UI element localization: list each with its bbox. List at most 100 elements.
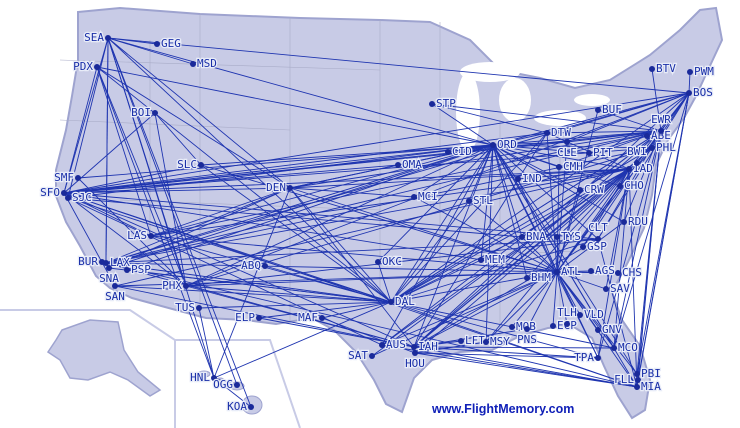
airport-phl[interactable]: PHL <box>649 140 677 155</box>
airport-dot <box>634 160 640 166</box>
airport-sjc[interactable]: SJC <box>65 190 93 205</box>
airport-bur[interactable]: BUR <box>77 254 105 269</box>
route-mci-atl <box>413 196 558 273</box>
airport-vld[interactable]: VLD <box>577 307 605 322</box>
airport-den[interactable]: DEN <box>265 180 293 195</box>
airport-bhm[interactable]: BHM <box>524 270 552 285</box>
airport-geg[interactable]: GEG <box>154 36 182 51</box>
airport-san[interactable]: SAN <box>104 283 126 304</box>
airport-chs[interactable]: CHS <box>615 265 643 280</box>
airport-code-label: SAN <box>105 290 125 303</box>
airport-smf[interactable]: SMF <box>53 170 81 185</box>
airport-mci[interactable]: MCI <box>411 189 439 204</box>
airport-dot <box>369 353 375 359</box>
airport-okc[interactable]: OKC <box>375 254 403 269</box>
airport-ogg[interactable]: OGG <box>212 377 240 392</box>
airport-bna[interactable]: BNA <box>519 229 547 244</box>
airport-dot <box>580 244 586 250</box>
airport-pwm[interactable]: PWM <box>687 64 715 79</box>
airport-tpa[interactable]: TPA <box>573 350 601 365</box>
airport-bwi[interactable]: BWI <box>626 144 648 166</box>
airport-ags[interactable]: AGS <box>588 263 616 278</box>
airport-sfo[interactable]: SFO <box>39 185 67 200</box>
airport-dot <box>586 150 592 156</box>
airport-atl[interactable]: ATL <box>554 264 582 279</box>
airport-cid[interactable]: CID <box>445 144 473 159</box>
airport-tys[interactable]: TYS <box>554 229 582 244</box>
airport-mia[interactable]: MIA <box>634 379 662 394</box>
route-ewr-cmh <box>558 130 662 168</box>
airport-phx[interactable]: PHX <box>161 278 189 293</box>
airport-slc[interactable]: SLC <box>176 157 204 172</box>
route-psp-dal <box>126 269 392 303</box>
airport-cho[interactable]: CHO <box>617 178 645 193</box>
airport-sav[interactable]: SAV <box>603 281 631 296</box>
airport-pbi[interactable]: PBI <box>634 366 662 381</box>
airport-psp[interactable]: PSP <box>124 262 152 277</box>
airport-mco[interactable]: MCO <box>611 340 639 355</box>
airport-cmh[interactable]: CMH <box>556 159 584 174</box>
airport-bos[interactable]: BOS <box>686 85 714 100</box>
airport-pit[interactable]: PIT <box>586 145 614 160</box>
flightmemory-credit-link[interactable]: www.FlightMemory.com <box>432 402 575 416</box>
route-sjc-dal <box>67 197 392 303</box>
airport-hou[interactable]: HOU <box>404 350 426 371</box>
route-bna-ord <box>492 144 523 238</box>
airport-ind[interactable]: IND <box>515 171 543 186</box>
airport-btv[interactable]: BTV <box>649 61 677 76</box>
airport-stp[interactable]: STP <box>429 96 457 111</box>
airport-dtw[interactable]: DTW <box>544 125 572 140</box>
airport-tus[interactable]: TUS <box>174 300 202 315</box>
route-hou-tpa <box>414 352 599 359</box>
airport-msd[interactable]: MSD <box>190 56 218 71</box>
airport-las[interactable]: LAS <box>126 228 154 243</box>
airport-code-label: FLL <box>614 373 634 386</box>
route-tys-iad <box>556 168 630 238</box>
airport-clt[interactable]: CLT <box>587 220 610 242</box>
airport-code-label: ABE <box>651 129 671 142</box>
airport-dot <box>595 107 601 113</box>
airport-lax[interactable]: LAX <box>103 255 131 270</box>
airport-oma[interactable]: OMA <box>395 157 423 172</box>
airport-ord[interactable]: ORD <box>490 137 518 152</box>
route-stp-ord <box>431 103 494 146</box>
airport-abe[interactable]: ABE <box>644 128 672 143</box>
airport-gsp[interactable]: GSP <box>580 239 608 254</box>
airport-dot <box>554 269 560 275</box>
route-dal-hnl <box>213 301 392 379</box>
airport-pdx[interactable]: PDX <box>72 59 100 74</box>
airport-boi[interactable]: BOI <box>130 105 158 120</box>
airport-maf[interactable]: MAF <box>297 310 325 325</box>
route-mia-ewr <box>636 130 662 388</box>
airport-tlh[interactable]: TLH <box>556 305 578 327</box>
airport-gnv[interactable]: GNV <box>595 322 623 337</box>
airport-sea[interactable]: SEA <box>83 30 111 45</box>
airport-elp[interactable]: ELP <box>234 310 262 325</box>
airport-crw[interactable]: CRW <box>577 182 605 197</box>
airport-dal[interactable]: DAL <box>388 294 416 309</box>
route-lax-clt <box>105 238 599 264</box>
airport-lft[interactable]: LFT <box>458 333 486 348</box>
airport-msy[interactable]: MSY <box>483 334 511 349</box>
airport-cle[interactable]: CLE <box>556 139 578 160</box>
airport-dot <box>626 166 632 172</box>
airport-hnl[interactable]: HNL <box>189 370 217 385</box>
airport-koa[interactable]: KOA <box>226 399 254 414</box>
airport-buf[interactable]: BUF <box>595 102 623 117</box>
airport-stl[interactable]: STL <box>466 193 494 208</box>
airport-dot <box>287 185 293 191</box>
airport-fll[interactable]: FLL <box>613 372 641 387</box>
route-bos-ord <box>492 92 690 146</box>
airport-code-label: EWR <box>651 113 671 126</box>
airport-rdu[interactable]: RDU <box>621 214 649 229</box>
airport-abq[interactable]: ABQ <box>240 258 268 273</box>
airport-ewr[interactable]: EWR <box>650 112 673 134</box>
airport-iah[interactable]: IAH <box>411 339 439 354</box>
airport-mem[interactable]: MEM <box>478 252 506 267</box>
airport-aus[interactable]: AUS <box>379 337 407 352</box>
route-iad-ord <box>492 144 630 170</box>
airport-code-label: DTW <box>551 126 571 139</box>
airport-sna[interactable]: SNA <box>98 265 121 286</box>
airport-sat[interactable]: SAT <box>347 348 375 363</box>
airport-pns[interactable]: PNS <box>516 326 538 347</box>
